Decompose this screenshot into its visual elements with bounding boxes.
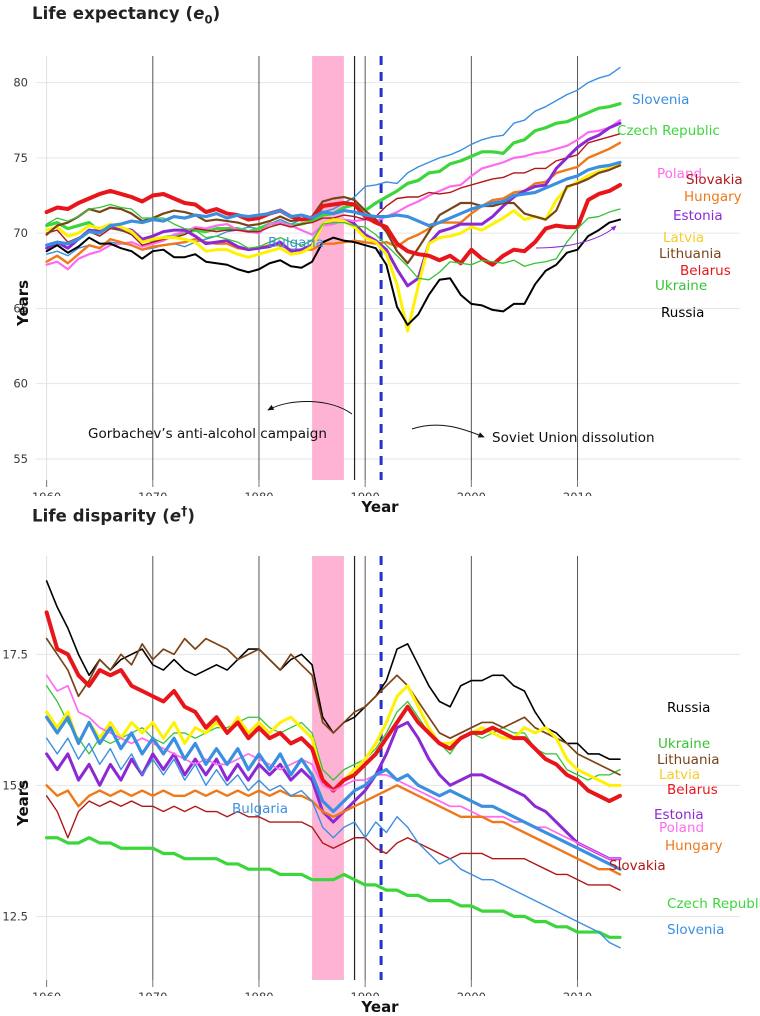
series-label-ukraine: Ukraine — [655, 278, 707, 294]
series-label-hungary: Hungary — [684, 189, 742, 205]
series-line-slovakia — [45, 133, 621, 247]
series-label-slovenia: Slovenia — [632, 92, 689, 108]
panel-life-disparity: Life disparity (e†) 1960 1970 1980 1990 2000… — [0, 496, 760, 1016]
svg-text:1980: 1980 — [244, 490, 273, 496]
series-line-bulgaria — [45, 715, 622, 871]
svg-text:2010: 2010 — [563, 990, 592, 996]
svg-text:17.5: 17.5 — [2, 647, 28, 661]
series-line-lithuania — [45, 637, 621, 776]
x-axis-label-2: Year — [361, 997, 399, 1016]
series-line-ukraine — [45, 204, 621, 281]
svg-text:60: 60 — [13, 377, 28, 391]
chart-life-expectancy: 1960 1970 1980 1990 2000 2010 55 60 65 70 75 80 Slov… — [13, 56, 743, 496]
series-label-czech-republic: Czech Republic — [617, 123, 720, 139]
svg-text:75: 75 — [13, 151, 28, 165]
series-label-ukraine: Ukraine — [658, 736, 710, 752]
svg-text:1990: 1990 — [351, 490, 380, 496]
series-label-bulgaria: Bulgaria — [268, 235, 324, 251]
series-label-russia: Russia — [661, 305, 704, 321]
series-line-hungary — [45, 783, 622, 876]
svg-text:2010: 2010 — [563, 490, 592, 496]
svg-text:65: 65 — [13, 302, 28, 316]
annotation-gorbachev: Gorbachev’s anti-alcohol campaign — [88, 426, 327, 442]
series-label-lithuania: Lithuania — [659, 246, 722, 262]
series-line-czech-republic — [45, 835, 622, 939]
chart-life-disparity: 1960 1970 1980 1990 2000 2010 12.5 15.0 17.5 Russ… — [2, 555, 760, 996]
series-line-slovakia — [45, 794, 621, 891]
svg-text:2000: 2000 — [457, 490, 486, 496]
svg-text:1970: 1970 — [138, 990, 167, 996]
svg-text:1990: 1990 — [351, 990, 380, 996]
svg-text:1980: 1980 — [244, 990, 273, 996]
series-label-belarus: Belarus — [680, 263, 731, 279]
series-label-estonia: Estonia — [654, 807, 704, 823]
series-label-belarus: Belarus — [667, 782, 718, 798]
series-line-russia — [45, 218, 621, 327]
y-axis-label-1: Years — [14, 280, 32, 327]
svg-text:1970: 1970 — [138, 490, 167, 496]
svg-text:70: 70 — [13, 226, 28, 240]
y-axis-label-2: Years — [14, 779, 32, 826]
svg-text:80: 80 — [13, 76, 28, 90]
series-label-poland: Poland — [657, 166, 702, 182]
svg-text:1960: 1960 — [32, 990, 61, 996]
svg-text:55: 55 — [13, 452, 28, 466]
series-label-poland: Poland — [659, 820, 704, 836]
series-line-latvia — [45, 164, 622, 333]
series-label-bulgaria: Bulgaria — [232, 801, 288, 817]
series-line-belarus — [44, 183, 622, 268]
series-label-slovenia: Slovenia — [667, 922, 724, 938]
series-label-latvia: Latvia — [659, 767, 700, 783]
series-line-ukraine — [45, 684, 621, 781]
series-line-poland — [45, 119, 622, 271]
plot-area-life-expectancy: 1960 1970 1980 1990 2000 2010 55 60 65 70 75 80 Slov… — [0, 26, 760, 516]
series-label-russia: Russia — [667, 700, 710, 716]
series-label-latvia: Latvia — [663, 230, 704, 246]
series-line-slovenia — [45, 737, 621, 949]
x-axis-label-1: Year — [361, 498, 399, 517]
panel-title-life-expectancy: Life expectancy (e0) — [32, 4, 221, 27]
series-label-slovakia: Slovakia — [609, 858, 666, 874]
series-label-hungary: Hungary — [665, 838, 723, 854]
panel-life-expectancy: Life expectancy (e0) 1960 1970 1980 1990 200… — [0, 0, 760, 516]
series-label-czech-republic: Czech Republic — [667, 896, 760, 912]
series-label-lithuania: Lithuania — [657, 752, 720, 768]
annotation-dissolution: Soviet Union dissolution — [492, 430, 655, 446]
series-label-slovakia: Slovakia — [686, 172, 743, 188]
series-label-estonia: Estonia — [673, 208, 723, 224]
series-line-bulgaria — [45, 161, 622, 248]
svg-text:15.0: 15.0 — [2, 778, 28, 792]
svg-text:2000: 2000 — [457, 990, 486, 996]
shaded-band-gorbachev — [312, 56, 344, 481]
svg-text:12.5: 12.5 — [2, 909, 28, 923]
plot-area-life-disparity: 1960 1970 1980 1990 2000 2010 12.5 15.0 17.5 Russ… — [0, 526, 760, 1016]
svg-text:1960: 1960 — [32, 490, 61, 496]
panel-title-life-disparity: Life disparity (e†) — [32, 504, 196, 526]
